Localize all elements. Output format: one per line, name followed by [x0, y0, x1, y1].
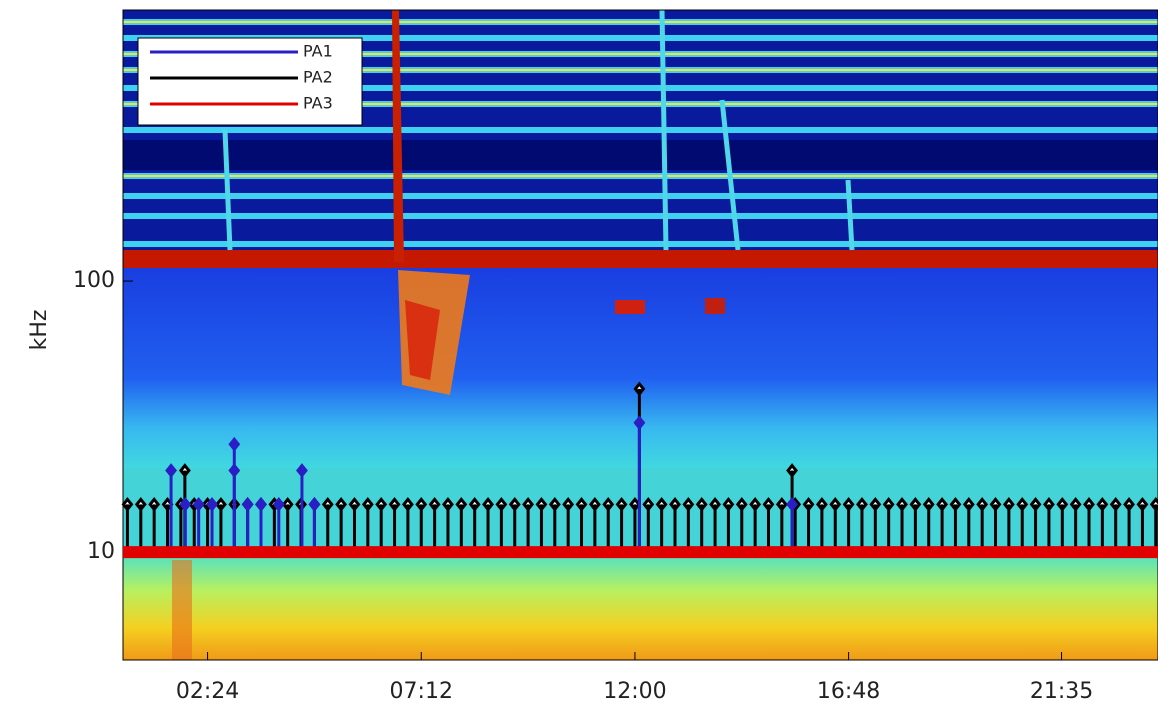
- stem: [989, 496, 1002, 553]
- stem: [482, 496, 494, 553]
- stem: [1109, 496, 1122, 553]
- stem: [442, 496, 454, 553]
- stem: [642, 496, 655, 553]
- stem: [962, 496, 975, 553]
- stem: [468, 496, 481, 553]
- legend-label: PA1: [303, 42, 333, 61]
- stem: [829, 496, 842, 553]
- stem: [148, 496, 161, 553]
- stem: [842, 496, 855, 553]
- stem: [562, 496, 575, 553]
- stem: [1056, 496, 1069, 553]
- stem: [856, 496, 868, 553]
- stem: [1029, 496, 1042, 553]
- y-tick-label: 10: [87, 539, 115, 564]
- stem: [321, 496, 334, 553]
- stem: [682, 496, 695, 553]
- stem: [1043, 496, 1055, 553]
- stem: [1083, 496, 1095, 553]
- stem: [255, 496, 267, 553]
- stem: [588, 496, 601, 553]
- stem: [179, 496, 192, 553]
- stem: [936, 496, 949, 553]
- stem: [882, 496, 895, 553]
- x-tick-label: 21:35: [1030, 679, 1093, 704]
- stem: [272, 496, 285, 553]
- stem: [1136, 496, 1149, 553]
- stem: [633, 415, 646, 553]
- stem: [1149, 496, 1158, 553]
- stem: [121, 496, 134, 553]
- stem: [909, 496, 922, 553]
- stem: [735, 496, 748, 553]
- stem: [401, 496, 414, 553]
- stem: [1123, 496, 1135, 553]
- stem: [749, 496, 762, 553]
- x-tick-label: 02:24: [176, 679, 239, 704]
- stem: [535, 496, 548, 553]
- stem: [802, 496, 815, 553]
- x-tick-label: 12:00: [603, 679, 666, 704]
- stem: [922, 496, 935, 553]
- plot-frame: [122, 9, 1158, 661]
- stem: [281, 496, 294, 553]
- stem: [206, 496, 218, 553]
- x-tick-label: 16:48: [817, 679, 880, 704]
- x-tick-label: 07:12: [390, 679, 453, 704]
- stem: [361, 496, 374, 553]
- stem: [976, 496, 989, 553]
- stem: [455, 496, 468, 553]
- stem: [215, 496, 227, 553]
- stem: [415, 496, 428, 553]
- stem: [228, 463, 241, 553]
- stem: [522, 496, 535, 553]
- stem: [775, 496, 788, 553]
- stem: [335, 496, 348, 553]
- y-axis-label: kHz: [27, 310, 52, 351]
- stem: [375, 496, 388, 553]
- stem: [949, 496, 962, 553]
- stem: [669, 496, 681, 553]
- stem: [192, 496, 205, 553]
- stem: [1016, 496, 1029, 553]
- legend-label: PA2: [303, 68, 333, 87]
- stem: [896, 496, 908, 553]
- stem: [655, 496, 668, 553]
- stem: [575, 496, 588, 553]
- stem: [722, 496, 735, 553]
- stem: [495, 496, 508, 553]
- stem: [241, 496, 254, 553]
- stem: [388, 496, 401, 553]
- stem: [428, 496, 441, 553]
- stem: [308, 496, 321, 553]
- stem: [1069, 496, 1082, 553]
- stem: [1002, 496, 1015, 553]
- stem: [548, 496, 561, 553]
- y-tick-label: 100: [73, 268, 115, 293]
- stem: [508, 496, 521, 553]
- stem: [296, 463, 308, 553]
- stem: [134, 496, 147, 553]
- stem: [869, 496, 882, 553]
- stem: [786, 496, 798, 553]
- legend: PA1 PA2 PA3: [137, 37, 363, 126]
- stem: [815, 496, 828, 553]
- stem: [695, 496, 708, 553]
- stem: [709, 496, 721, 553]
- stem: [602, 496, 615, 553]
- stem: [615, 496, 628, 553]
- stem: [1096, 496, 1109, 553]
- stem: [348, 496, 361, 553]
- stem: [762, 496, 775, 553]
- stem: [165, 463, 177, 553]
- legend-label: PA3: [303, 94, 333, 113]
- spectrogram: [123, 9, 1158, 660]
